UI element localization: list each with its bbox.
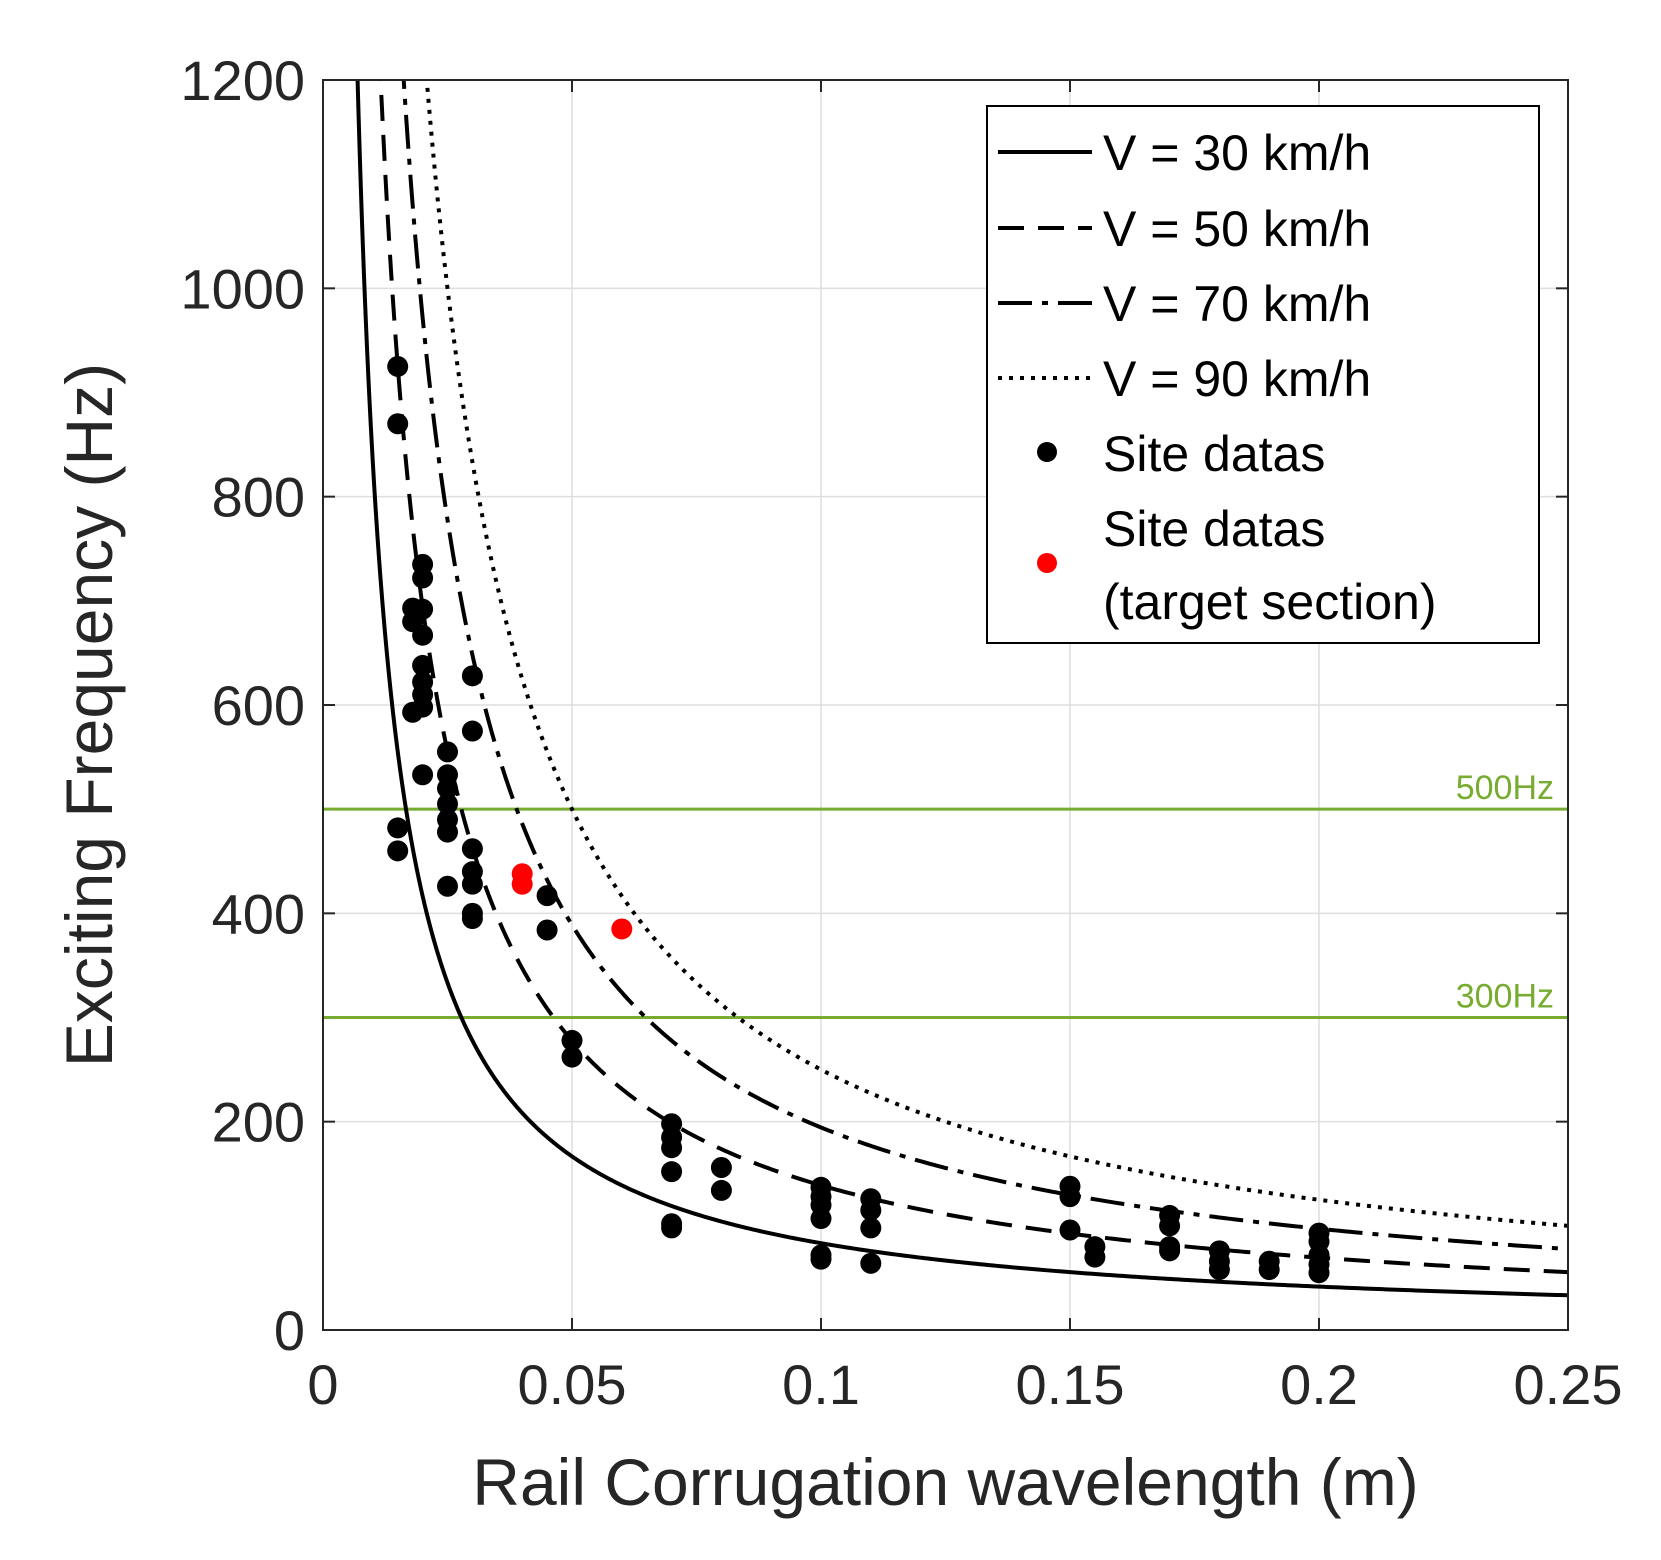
y-axis-label: Exciting Frequency (Hz): [52, 363, 126, 1067]
legend-label-50kmh: V = 50 km/h: [1103, 201, 1371, 257]
y-tick-label: 1200: [180, 49, 305, 112]
x-tick-label: 0.05: [518, 1353, 627, 1416]
reference-label-500hz: 500Hz: [1456, 769, 1554, 807]
curve-50kmh: [378, 80, 1568, 1275]
x-tick-label: 0.15: [1016, 1353, 1125, 1416]
speed-curves: [355, 80, 1568, 1298]
site-data-point: [661, 1137, 683, 1159]
site-data-point: [860, 1252, 882, 1274]
legend-label-30kmh: V = 30 km/h: [1103, 125, 1371, 181]
site-data-point: [412, 764, 434, 786]
site-data-point: [412, 624, 434, 646]
x-axis-label: Rail Corrugation wavelength (m): [472, 1445, 1418, 1519]
x-tick-label: 0.1: [782, 1353, 860, 1416]
site-data-points: [387, 355, 1330, 1284]
site-data-point: [437, 793, 458, 815]
legend-label-target-section-line2: (target section): [1103, 574, 1436, 630]
site-data-point: [412, 696, 434, 718]
site-data-point: [461, 720, 483, 742]
site-data-point: [710, 1157, 732, 1178]
legend-marker-target-section: [1037, 553, 1057, 573]
site-data-point: [461, 873, 483, 895]
y-tick-label: 200: [212, 1091, 305, 1154]
site-data-point: [437, 875, 458, 897]
reference-lines: 500Hz 300Hz: [323, 769, 1568, 1019]
legend-label-90kmh: V = 90 km/h: [1103, 351, 1371, 407]
legend-label-70kmh: V = 70 km/h: [1103, 276, 1371, 332]
site-data-point: [387, 413, 409, 435]
site-data-point: [387, 840, 409, 862]
y-tick-label: 400: [212, 882, 305, 945]
site-data-point: [1059, 1186, 1081, 1208]
site-data-point: [810, 1208, 832, 1230]
site-data-point: [661, 1217, 683, 1239]
site-data-point: [412, 654, 434, 676]
site-data-point: [536, 919, 558, 941]
site-data-point: [412, 598, 434, 620]
axis-ticks: 0 0.05 0.1 0.15 0.2 0.25 0 200 400 600 800 1000 1200: [180, 49, 1622, 1416]
site-data-point: [387, 817, 409, 839]
site-data-point: [860, 1199, 882, 1221]
x-tick-label: 0.2: [1280, 1353, 1358, 1416]
x-tick-label: 0: [307, 1353, 338, 1416]
site-data-point: [387, 355, 409, 377]
y-tick-label: 800: [212, 466, 305, 529]
site-data-point: [461, 665, 483, 687]
site-data-point: [1059, 1219, 1081, 1241]
curve-70kmh: [401, 80, 1568, 1251]
site-data-point: [1308, 1262, 1330, 1284]
site-data-point: [437, 777, 458, 799]
site-data-point: [1208, 1259, 1230, 1281]
y-tick-label: 0: [274, 1299, 305, 1362]
legend: V = 30 km/h V = 50 km/h V = 70 km/h V = 90 …: [986, 105, 1540, 644]
target-section-point: [611, 918, 633, 940]
site-data-point: [810, 1248, 832, 1270]
site-data-point: [1159, 1240, 1181, 1262]
legend-box: [986, 105, 1540, 644]
site-data-point: [437, 741, 458, 763]
legend-label-site-datas: Site datas: [1103, 426, 1325, 482]
site-data-point: [561, 1046, 583, 1068]
legend-label-target-section-line1: Site datas: [1103, 501, 1325, 557]
legend-marker-site-datas: [1037, 442, 1057, 462]
y-tick-label: 600: [212, 674, 305, 737]
site-data-point: [661, 1161, 683, 1183]
site-data-point: [412, 567, 434, 589]
site-data-point: [461, 908, 483, 930]
site-data-point: [1159, 1215, 1181, 1237]
site-data-point: [437, 821, 458, 843]
y-tick-label: 1000: [180, 257, 305, 320]
site-data-point: [710, 1179, 732, 1201]
site-data-point: [561, 1029, 583, 1051]
curve-30kmh: [355, 80, 1568, 1298]
target-section-point: [511, 873, 533, 895]
reference-label-300hz: 300Hz: [1456, 978, 1554, 1016]
site-data-point: [461, 838, 483, 860]
site-data-point: [860, 1217, 882, 1239]
site-data-point: [536, 885, 558, 907]
x-tick-label: 0.25: [1514, 1353, 1623, 1416]
site-data-point: [1258, 1259, 1280, 1281]
site-data-point: [1084, 1246, 1106, 1268]
